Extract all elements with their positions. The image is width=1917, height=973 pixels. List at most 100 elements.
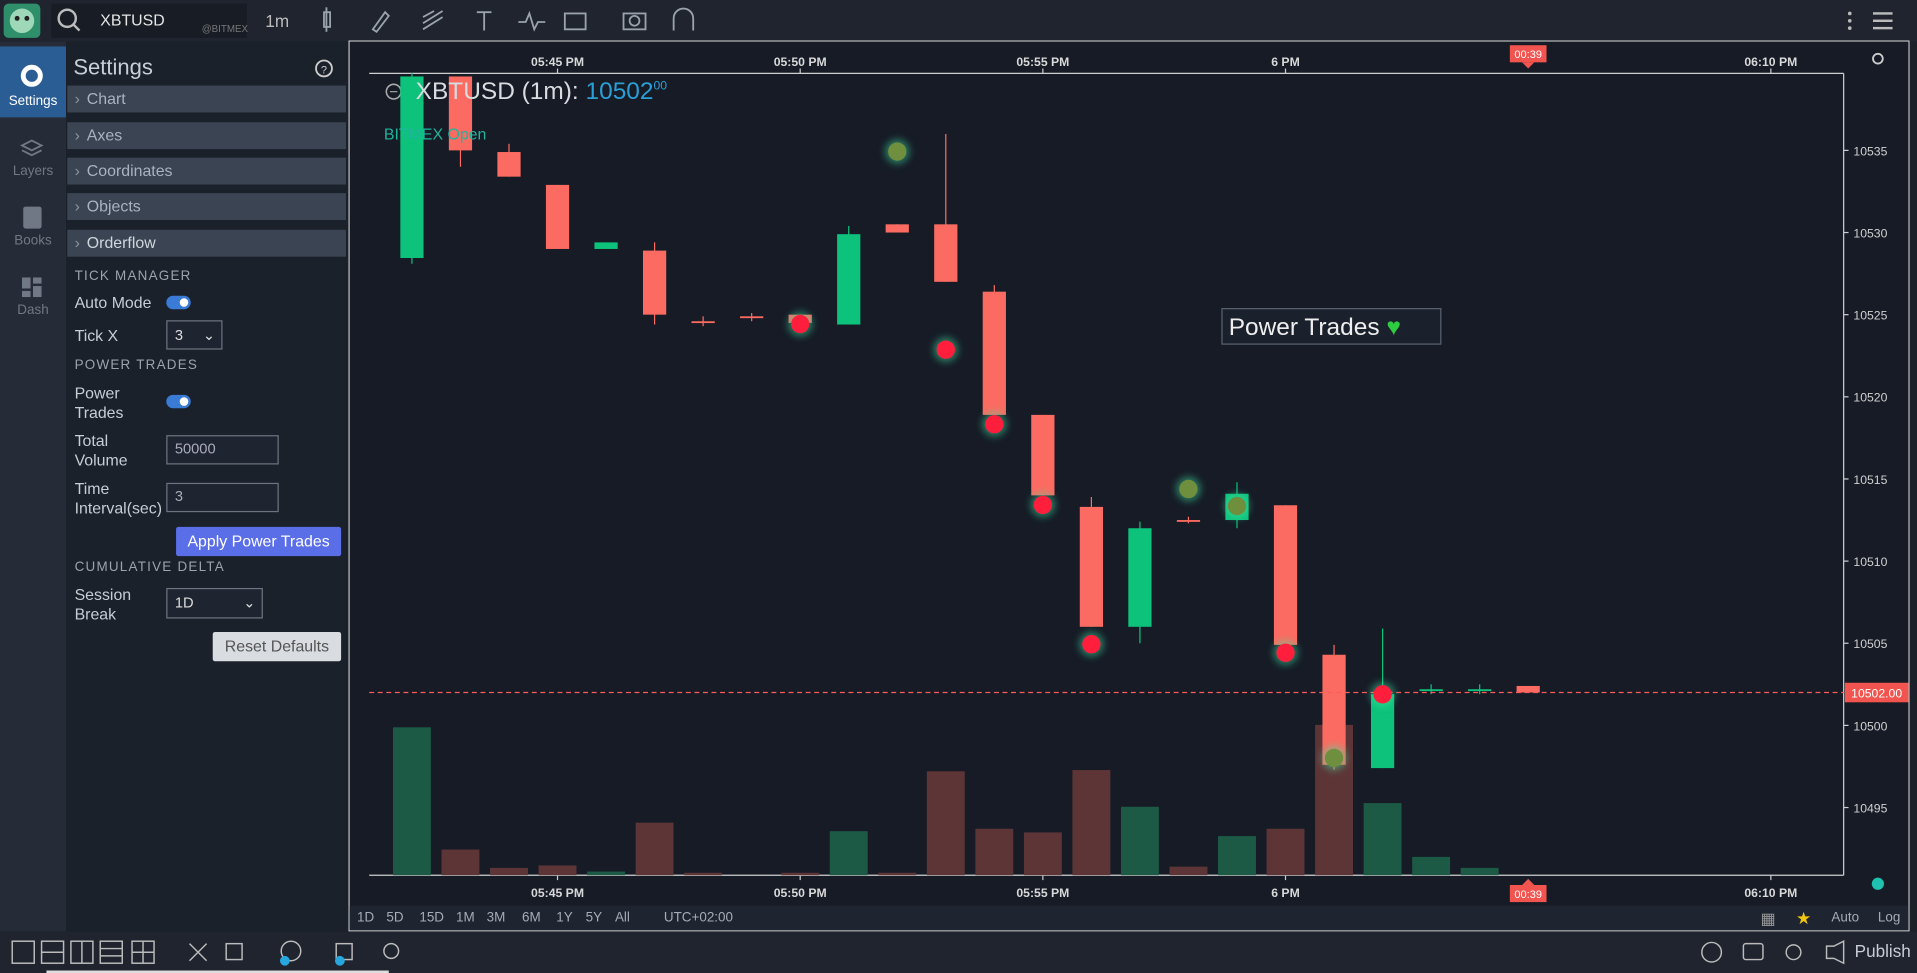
range-button[interactable]: 1D	[356, 910, 375, 926]
label: Power Trades	[74, 383, 124, 422]
reset-button[interactable]: Reset Defaults	[212, 631, 342, 662]
range-button[interactable]: 3M	[486, 910, 506, 926]
countdown-box	[1509, 45, 1547, 63]
interval[interactable]: 1m	[265, 11, 290, 31]
annotation-text: Power Trades	[1228, 314, 1380, 342]
section[interactable]: Orderflow	[67, 229, 346, 257]
candle-body	[885, 224, 909, 233]
candle-body	[740, 316, 764, 319]
section-label: Chart	[86, 89, 126, 108]
candle-body	[934, 224, 958, 282]
log-scale[interactable]: Log	[1877, 910, 1901, 926]
help-icon[interactable]: ?	[314, 59, 334, 79]
countdown: 00:39	[1514, 49, 1542, 61]
section-label: Objects	[86, 196, 141, 216]
volume-bar	[1363, 803, 1402, 876]
symbol[interactable]: XBTUSD	[100, 11, 165, 30]
volume-bar	[1169, 866, 1208, 876]
volume-bar	[926, 771, 965, 876]
power-trade	[1082, 635, 1101, 654]
select[interactable]: 1D ⌄	[166, 587, 263, 619]
range-button[interactable]: 5D	[386, 910, 404, 926]
x-tick-label: 05:50 PM	[774, 55, 827, 69]
volume-bar	[1460, 867, 1499, 876]
volume-bar	[1266, 828, 1305, 876]
toolbar-icons	[3, 3, 1893, 38]
label: Total Volume	[74, 431, 128, 470]
select-value: 1D	[174, 594, 194, 612]
volume-bar	[1412, 856, 1451, 876]
volume-bar	[1218, 836, 1256, 876]
legend: BITMEX Open	[383, 124, 487, 144]
candle-body	[1273, 505, 1298, 645]
range-button[interactable]: 1Y	[556, 910, 573, 926]
candle-body	[1516, 685, 1540, 693]
input[interactable]: 50000	[166, 435, 279, 465]
nav-icons	[19, 64, 44, 298]
timezone[interactable]: UTC+02:00	[663, 910, 734, 926]
toggle[interactable]	[166, 394, 191, 409]
select[interactable]: 3 ⌄	[166, 320, 223, 350]
candle-body	[1031, 414, 1055, 496]
countdown-box	[1509, 884, 1547, 903]
section[interactable]: Coordinates	[67, 157, 346, 185]
publish[interactable]: Publish	[1854, 941, 1911, 961]
label: Tick X	[74, 326, 119, 345]
section[interactable]: Objects	[67, 193, 346, 221]
x-tick-label: 06:10 PM	[1744, 886, 1797, 900]
input[interactable]: 3	[166, 482, 279, 513]
chart-title: XBTUSD (1m): 1050200	[416, 78, 667, 106]
star-icon[interactable]: ★	[1795, 908, 1812, 928]
countdown-pointer	[1522, 878, 1535, 885]
section[interactable]: Chart	[67, 85, 346, 113]
volume-bar	[635, 822, 674, 876]
range-button[interactable]: 1M	[456, 910, 475, 926]
candle-body	[1468, 689, 1492, 692]
volume-bar	[975, 828, 1014, 876]
power-trade	[985, 415, 1004, 434]
section-label: Coordinates	[86, 161, 173, 180]
exchange: @BITMEX	[201, 23, 249, 35]
toggle[interactable]	[166, 295, 191, 310]
countdown-pointer	[1522, 62, 1535, 69]
grid-icon[interactable]: ▦	[1760, 909, 1776, 928]
x-tick-label: 6 PM	[1271, 55, 1300, 69]
volume-bar	[684, 872, 723, 876]
power-trade	[1033, 495, 1053, 515]
nav-item[interactable]: Settings	[8, 94, 58, 109]
volume-bar	[392, 727, 431, 876]
power-trade	[888, 142, 907, 161]
volume-bar	[878, 872, 917, 876]
nav-item[interactable]: Layers	[12, 163, 54, 179]
volume-bar	[587, 871, 626, 876]
candle-body	[1419, 689, 1443, 692]
volume-bar	[441, 849, 480, 876]
section[interactable]: Axes	[67, 122, 346, 150]
range-button[interactable]: 6M	[522, 910, 541, 926]
price-decimals: 00	[653, 79, 668, 94]
volume-bar	[781, 872, 820, 876]
candle-body	[594, 242, 618, 249]
y-tick-label: 10500	[1853, 719, 1887, 733]
range-button[interactable]: 15D	[419, 910, 445, 926]
volume-bar	[490, 867, 528, 876]
candle-body	[1370, 694, 1395, 769]
section-label: Orderflow	[86, 233, 156, 252]
apply-button[interactable]: Apply Power Trades	[176, 526, 342, 557]
power-trade	[1324, 748, 1344, 768]
annotation[interactable]: Power Trades ♥	[1221, 308, 1442, 345]
countdown: 00:39	[1514, 889, 1542, 901]
nav-item[interactable]: Dash	[17, 303, 49, 318]
range-button[interactable]: 5Y	[585, 910, 603, 926]
price: 10502	[585, 78, 654, 106]
range-button[interactable]: All	[614, 910, 630, 926]
candle-body	[837, 234, 861, 325]
power-trade	[1179, 479, 1198, 499]
last-price-label: 10502.00	[1851, 686, 1902, 700]
y-tick-label: 10495	[1853, 801, 1887, 815]
candle-body	[1176, 520, 1201, 522]
nav-item[interactable]: Books	[14, 233, 52, 249]
candle-body	[448, 76, 473, 151]
bottom-icons	[11, 940, 1845, 973]
auto-scale[interactable]: Auto	[1831, 910, 1860, 926]
